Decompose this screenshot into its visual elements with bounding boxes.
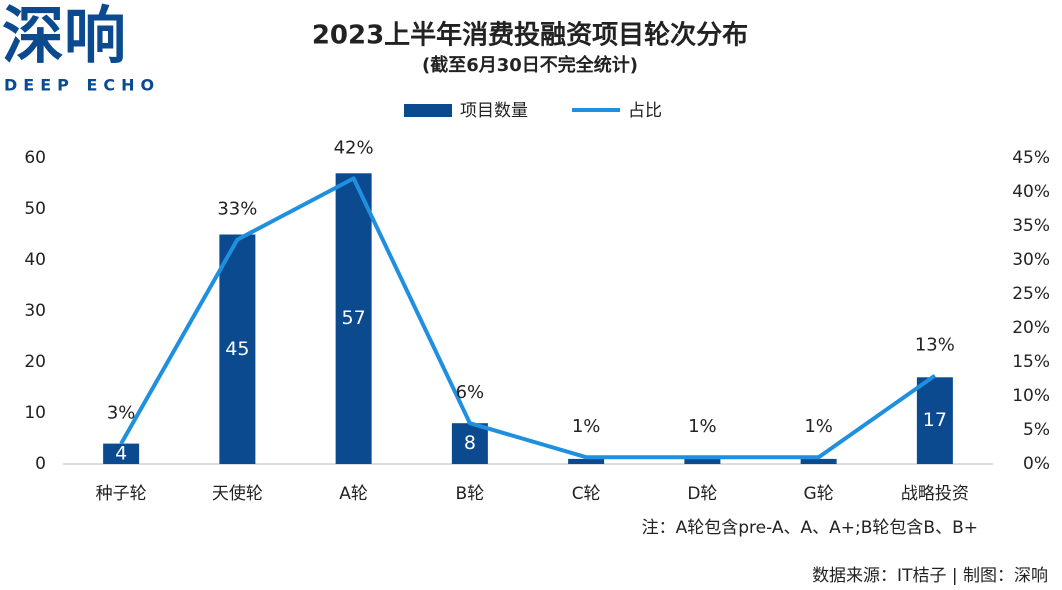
y2-tick-label: 25% (1012, 284, 1050, 304)
y2-tick-label: 15% (1012, 352, 1050, 372)
y-tick-label: 40 (24, 250, 46, 270)
x-tick-label: A轮 (339, 484, 368, 504)
bar (451, 423, 488, 464)
line-label: 1% (572, 416, 601, 437)
bar-label: 57 (342, 307, 366, 329)
bar (916, 377, 953, 464)
source: 数据来源：IT桔子 | 制图：深响 (812, 566, 1048, 586)
x-tick-label: 种子轮 (96, 484, 147, 504)
bar-label: 8 (464, 432, 476, 454)
line-label: 1% (688, 416, 717, 437)
y2-tick-label: 5% (1023, 420, 1050, 440)
x-tick-label: 战略投资 (901, 484, 969, 504)
line-label: 42% (334, 137, 374, 158)
bar (684, 458, 721, 464)
line (119, 176, 937, 460)
note: 注：A轮包含pre-A、A、A+;B轮包含B、B+ (642, 518, 978, 538)
y-tick-label: 60 (24, 148, 46, 168)
y-tick-label: 0 (35, 454, 46, 474)
y2-tick-label: 10% (1012, 386, 1050, 406)
legend-label: 占比 (628, 101, 662, 121)
bar-label: 4 (115, 442, 127, 464)
x-tick-label: G轮 (804, 484, 834, 504)
logo-subtext: DEEP ECHO (4, 76, 160, 95)
y2-tick-label: 20% (1012, 318, 1050, 338)
x-tick-label: D轮 (687, 484, 717, 504)
bar (800, 458, 837, 464)
line-label: 6% (456, 382, 485, 403)
line-label: 13% (915, 335, 955, 356)
y-tick-label: 20 (24, 352, 46, 372)
bar-label: 17 (923, 409, 947, 431)
line-label: 33% (217, 199, 257, 220)
y2-tick-label: 30% (1012, 250, 1050, 270)
chart-subtitle: (截至6月30日不完全统计) (422, 54, 638, 76)
y-tick-label: 50 (24, 199, 46, 219)
line-label: 3% (107, 403, 136, 424)
y-tick-label: 10 (24, 403, 46, 423)
y2-tick-label: 0% (1023, 454, 1050, 474)
y-tick-label: 30 (24, 301, 46, 321)
y2-tick-label: 40% (1012, 182, 1050, 202)
bar (568, 458, 605, 464)
y2-tick-label: 35% (1012, 216, 1050, 236)
x-tick-label: 天使轮 (212, 483, 263, 504)
x-tick-label: C轮 (572, 484, 601, 504)
chart-title: 2023上半年消费投融资项目轮次分布 (312, 20, 748, 51)
legend-label: 项目数量 (460, 101, 528, 121)
line-label: 1% (804, 416, 833, 437)
bar-label: 45 (225, 338, 249, 360)
logo-text: 深响 (2, 0, 126, 72)
x-tick-label: B轮 (456, 484, 485, 504)
bar (103, 443, 140, 464)
y2-tick-label: 45% (1012, 148, 1050, 168)
legend-swatch (404, 104, 452, 117)
bar (219, 234, 256, 464)
bar (335, 173, 372, 465)
